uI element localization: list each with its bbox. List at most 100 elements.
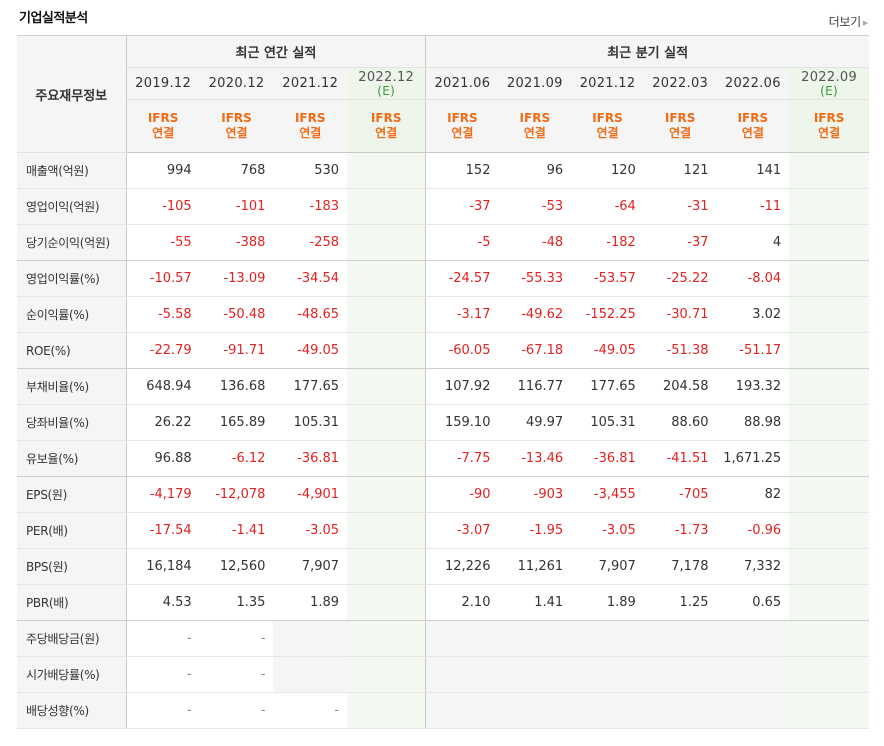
table-cell: -12,078 xyxy=(199,476,274,513)
table-cell xyxy=(571,692,644,729)
table-cell: -5 xyxy=(425,224,499,261)
row-label: 매출액(억원) xyxy=(17,152,127,189)
table-cell: 12,560 xyxy=(199,548,274,585)
table-cell: -67.18 xyxy=(498,332,572,369)
row-label: PBR(배) xyxy=(17,584,127,621)
table-cell xyxy=(347,188,426,225)
table-cell: - xyxy=(126,620,200,657)
row-label-header: 주요재무정보 xyxy=(17,35,127,153)
table-cell: 177.65 xyxy=(273,368,348,405)
table-cell: 1.41 xyxy=(498,584,572,621)
table-cell xyxy=(643,692,717,729)
table-cell: -48.65 xyxy=(273,296,348,333)
table-cell: 141 xyxy=(716,152,790,189)
table-cell: 530 xyxy=(273,152,348,189)
table-cell: -17.54 xyxy=(126,512,200,549)
table-cell: -13.09 xyxy=(199,260,274,297)
table-cell: -0.96 xyxy=(716,512,790,549)
table-row: BPS(원) 16,184 12,560 7,907 12,226 11,261 7,907… xyxy=(17,548,869,585)
table-cell xyxy=(789,476,869,513)
row-label: 영업이익(억원) xyxy=(17,188,127,225)
table-cell: -1.73 xyxy=(643,512,717,549)
table-cell xyxy=(425,692,499,729)
table-cell: - xyxy=(273,692,348,729)
table-cell: -22.79 xyxy=(126,332,200,369)
consolidated-label: 연결 xyxy=(451,126,474,140)
accounting-standard: IFRS 연결 xyxy=(643,99,717,153)
table-cell: -36.81 xyxy=(571,440,644,477)
consolidated-label: 연결 xyxy=(596,126,619,140)
ifrs-label: IFRS xyxy=(813,111,845,125)
table-row: 순이익률(%) -5.58 -50.48 -48.65 -3.17 -49.62 -152.… xyxy=(17,296,869,333)
table-cell: 4 xyxy=(716,224,790,261)
ifrs-label: IFRS xyxy=(294,111,326,125)
table-cell xyxy=(425,656,499,693)
table-cell: 96.88 xyxy=(126,440,200,477)
table-cell xyxy=(716,656,790,693)
table-cell: 88.60 xyxy=(643,404,717,441)
section-title: 기업실적분석 xyxy=(19,11,88,26)
accounting-standard: IFRS 연결 xyxy=(425,99,499,153)
table-row: ROE(%) -22.79 -91.71 -49.05 -60.05 -67.18 -49.… xyxy=(17,332,869,369)
table-cell: -51.38 xyxy=(643,332,717,369)
ifrs-label: IFRS xyxy=(737,111,769,125)
table-cell: -4,179 xyxy=(126,476,200,513)
row-label: 시가배당률(%) xyxy=(17,656,127,693)
table-cell xyxy=(643,656,717,693)
table-cell xyxy=(498,692,572,729)
table-cell xyxy=(716,620,790,657)
table-cell: - xyxy=(126,692,200,729)
table-row: 유보율(%) 96.88 -6.12 -36.81 -7.75 -13.46 -36.81-… xyxy=(17,440,869,477)
financial-summary-table: 주요재무정보 최근 연간 실적 최근 분기 실적 2019.12 2020.12… xyxy=(17,35,869,729)
table-cell: - xyxy=(199,620,274,657)
table-cell xyxy=(347,332,426,369)
consolidated-label: 연결 xyxy=(669,126,692,140)
table-cell: -101 xyxy=(199,188,274,225)
row-label: 배당성향(%) xyxy=(17,692,127,729)
row-label: 순이익률(%) xyxy=(17,296,127,333)
table-cell: 1.35 xyxy=(199,584,274,621)
table-cell: -5.58 xyxy=(126,296,200,333)
period-header: 2021.12 xyxy=(571,67,644,100)
table-cell: 7,332 xyxy=(716,548,790,585)
table-row: PER(배) -17.54 -1.41 -3.05 -3.07 -1.95 -3.05 -1.… xyxy=(17,512,869,549)
table-cell: 4.53 xyxy=(126,584,200,621)
table-cell xyxy=(789,224,869,261)
table-cell: 88.98 xyxy=(716,404,790,441)
table-cell: 159.10 xyxy=(425,404,499,441)
table-cell: -41.51 xyxy=(643,440,717,477)
table-cell: -55 xyxy=(126,224,200,261)
table-cell xyxy=(789,260,869,297)
consolidated-label: 연결 xyxy=(152,126,175,140)
period-header: 2021.09 xyxy=(498,67,572,100)
table-cell: -25.22 xyxy=(643,260,717,297)
table-cell: -30.71 xyxy=(643,296,717,333)
table-cell xyxy=(498,620,572,657)
table-cell xyxy=(571,620,644,657)
table-cell: 7,907 xyxy=(273,548,348,585)
table-cell: 105.31 xyxy=(273,404,348,441)
table-row: PBR(배) 4.53 1.35 1.89 2.10 1.41 1.89 1.25 0.65 xyxy=(17,584,869,621)
table-cell: 2.10 xyxy=(425,584,499,621)
table-cell: 994 xyxy=(126,152,200,189)
table-row: 당좌비율(%) 26.22 165.89 105.31 159.10 49.97 105.3… xyxy=(17,404,869,441)
period-label: 2022.12 xyxy=(358,69,415,85)
table-cell xyxy=(347,584,426,621)
table-cell xyxy=(571,656,644,693)
accounting-standard: IFRS 연결 xyxy=(126,99,200,153)
consolidated-label: 연결 xyxy=(741,126,764,140)
table-cell: 165.89 xyxy=(199,404,274,441)
table-cell: -105 xyxy=(126,188,200,225)
table-cell: 768 xyxy=(199,152,274,189)
row-label: 당좌비율(%) xyxy=(17,404,127,441)
ifrs-label: IFRS xyxy=(664,111,696,125)
table-row: 당기순이익(억원) -55 -388 -258 -5 -48 -182 -37 4 xyxy=(17,224,869,261)
more-link[interactable]: 더보기 ▶ xyxy=(829,13,869,30)
period-header: 2022.03 xyxy=(643,67,717,100)
table-cell: -34.54 xyxy=(273,260,348,297)
table-row: 시가배당률(%) - - xyxy=(17,656,869,693)
table-cell: -7.75 xyxy=(425,440,499,477)
row-label: 당기순이익(억원) xyxy=(17,224,127,261)
accounting-standard: IFRS 연결 xyxy=(199,99,274,153)
table-cell: -53.57 xyxy=(571,260,644,297)
